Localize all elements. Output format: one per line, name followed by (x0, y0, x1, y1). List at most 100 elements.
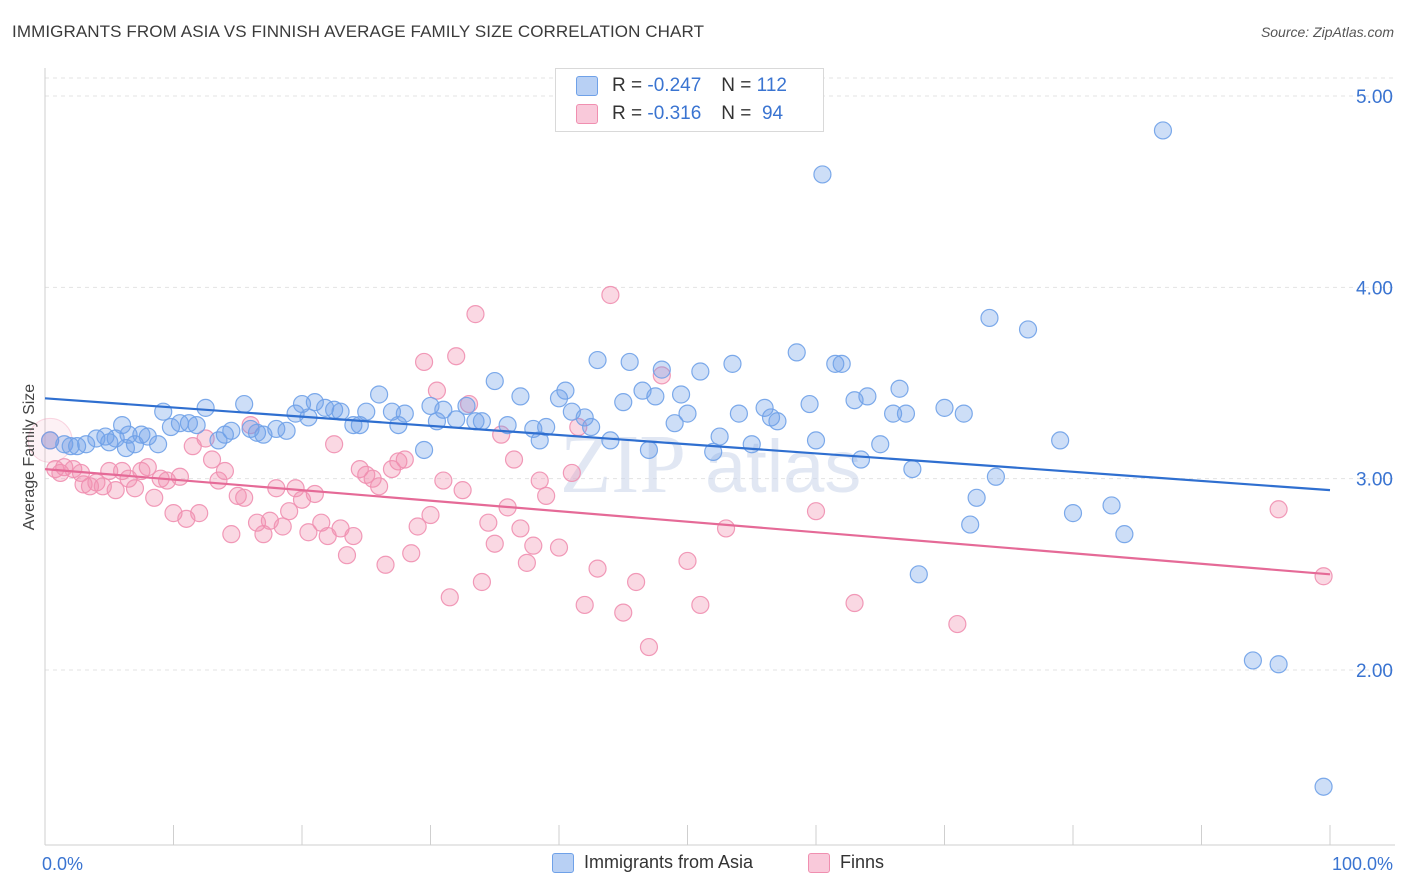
asia-point (148, 435, 168, 454)
finns-point (389, 452, 408, 471)
finns-point (517, 553, 536, 572)
asia-point (1115, 525, 1134, 544)
asia-point (138, 427, 157, 446)
finns-legend-swatch (808, 852, 830, 873)
asia-point (357, 402, 376, 421)
finns-point (395, 450, 414, 469)
finns-point (1314, 567, 1333, 586)
axes (44, 68, 1395, 846)
finns-point (273, 517, 292, 536)
finns-point (504, 450, 524, 469)
finns-point (691, 595, 710, 615)
finns-swatch (576, 104, 598, 124)
finns-point (414, 352, 434, 372)
asia-point (935, 398, 954, 417)
asia-point (890, 379, 909, 398)
asia-point (883, 404, 903, 423)
x-tick-label-min: 0.0% (42, 854, 83, 874)
asia-point (119, 425, 138, 444)
asia-point (457, 396, 476, 416)
finns-point (575, 595, 594, 615)
asia-point (813, 165, 832, 184)
asia-point (601, 431, 620, 450)
finns-point (145, 488, 164, 507)
asia-point (187, 415, 206, 435)
asia-point (909, 565, 928, 584)
finns-point (466, 305, 485, 324)
asia-point (414, 440, 434, 460)
asia-point (620, 352, 639, 372)
finns-point (562, 463, 581, 483)
finns-point (601, 285, 620, 305)
asia-point (614, 393, 633, 412)
asia-point (132, 425, 151, 444)
asia-legend-swatch (552, 852, 574, 873)
finns-point (485, 534, 504, 553)
finns-point (948, 614, 967, 634)
n-value-asia: 112 (756, 75, 787, 96)
asia-point (77, 435, 96, 454)
y-tick-label: 4.00 (1356, 278, 1393, 299)
asia-point (1102, 496, 1121, 515)
asia-point (723, 354, 742, 373)
legend-item-finns: Finns (808, 852, 884, 873)
asia-point (800, 394, 819, 414)
asia-point (787, 343, 806, 362)
finns-point (639, 637, 659, 657)
asia-point (980, 308, 999, 328)
asia-point (986, 467, 1006, 486)
y-tick-label: 3.00 (1356, 470, 1393, 491)
r-label-finns: R = (612, 103, 643, 124)
finns-point (402, 544, 421, 563)
asia-point (222, 421, 241, 440)
finns-point (447, 347, 466, 366)
finns-point (408, 517, 427, 536)
finns-point (479, 513, 498, 532)
asia-point (235, 394, 254, 414)
finns-point (209, 471, 228, 490)
asia-point (806, 431, 826, 450)
asia-point (652, 360, 671, 379)
asia-point (871, 435, 890, 454)
asia-point (434, 400, 453, 419)
legend-row-asia: R = -0.247 N = 112 (576, 75, 787, 97)
finns-point (376, 555, 395, 574)
finns-point (588, 559, 607, 578)
legend-item-asia: Immigrants from Asia (552, 852, 753, 873)
finns-point (530, 471, 549, 490)
n-label-finns: N = (721, 103, 752, 124)
asia-points (41, 121, 1333, 796)
finns-point (652, 366, 671, 385)
finns-point (427, 381, 447, 400)
finns-point (549, 538, 569, 557)
n-label-asia: N = (721, 75, 752, 96)
asia-point (954, 404, 973, 423)
trend-lines (44, 397, 1331, 576)
finns-point (472, 572, 491, 592)
watermark-atlas: atlas (705, 425, 861, 508)
x-tick-label-max: 100.0% (1332, 854, 1393, 874)
asia-point (1051, 431, 1070, 450)
r-value-asia: -0.247 (647, 75, 702, 96)
asia-point (485, 371, 504, 391)
asia-point (691, 362, 710, 381)
asia-point (671, 385, 691, 404)
asia-point (832, 354, 851, 373)
asia-point (1269, 655, 1288, 674)
finns-legend-label: Finns (840, 852, 885, 872)
finns-point (626, 572, 646, 592)
finns-points (27, 285, 1333, 657)
asia-point (370, 385, 389, 404)
asia-point (710, 427, 729, 446)
asia-point (112, 415, 132, 435)
asia-point (247, 423, 267, 442)
watermark-zip: ZIP (560, 418, 686, 511)
finns-point (370, 477, 389, 496)
finns-point (299, 523, 318, 542)
finns-point (222, 525, 241, 544)
asia-point (161, 417, 181, 437)
asia-point (511, 387, 530, 406)
finns-point (106, 481, 125, 500)
finns-point (421, 505, 440, 525)
